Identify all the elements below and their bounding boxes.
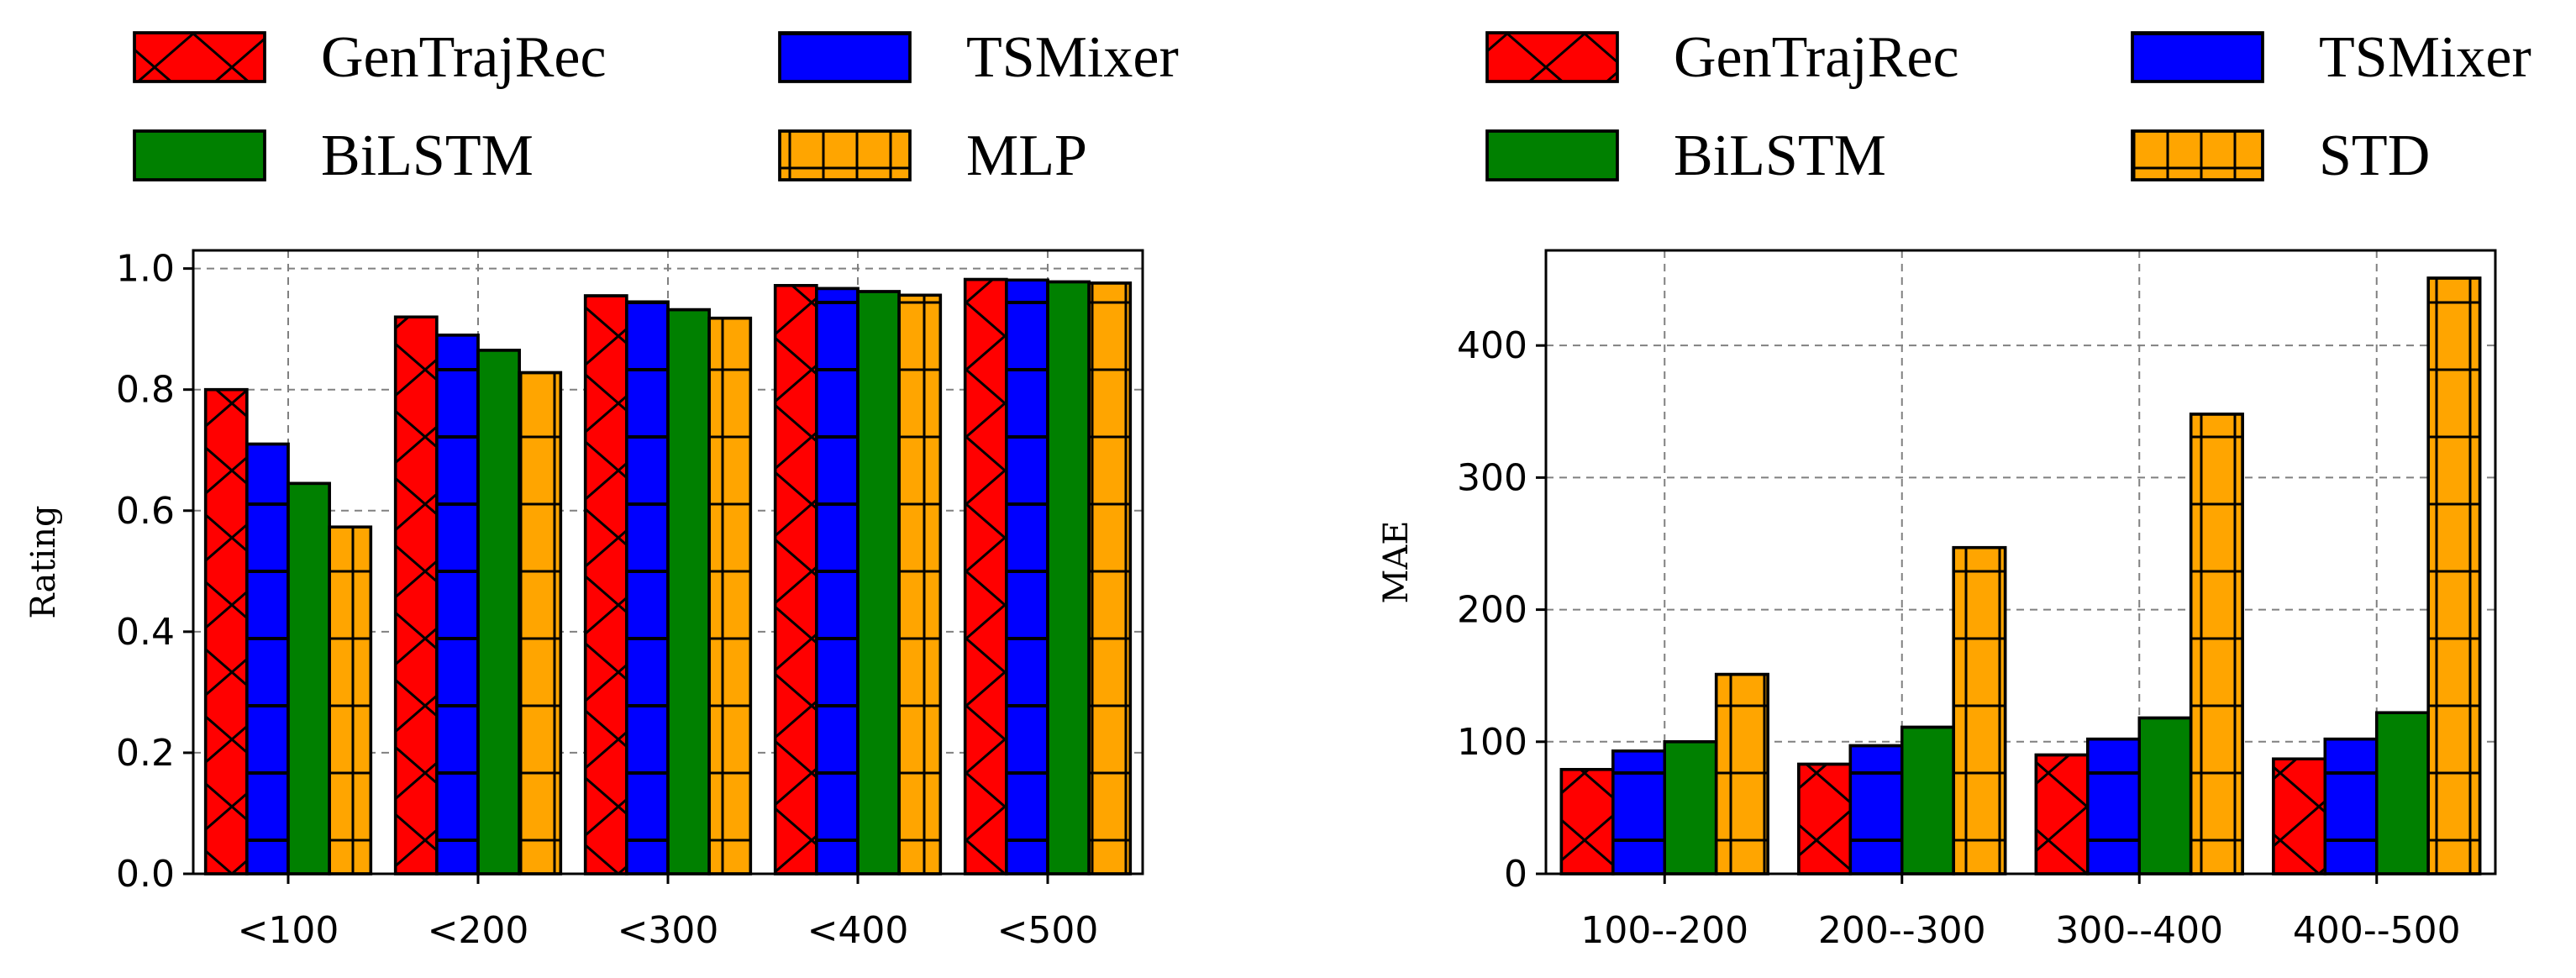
y-axis-label: Rating	[24, 505, 63, 618]
legend-swatch-bilstm	[1485, 129, 1619, 181]
chart-2: 0 100 200 300 400 100--200 200--300 300--400 400…	[1377, 25, 2531, 952]
bar-hatch	[1611, 749, 1667, 875]
y-tick-label: 400	[1457, 324, 1527, 367]
legend-swatch-hatch	[133, 31, 266, 83]
bar-hatch	[1952, 545, 2007, 875]
legend: GenTrajRec TSMixer BiLSTM MLP	[133, 25, 1179, 188]
x-tick-label: <500	[997, 909, 1099, 952]
x-tick-label: 400--500	[2293, 909, 2461, 952]
bar-bilstm-4	[856, 290, 901, 875]
y-tick-label: 0.4	[116, 611, 175, 654]
x-tick-label: <200	[428, 909, 529, 952]
bar-hatch	[1005, 278, 1049, 875]
y-tick-label: 1.0	[116, 248, 175, 291]
legend-label-bilstm: BiLSTM	[1674, 124, 1886, 188]
x-tick-label: 100--200	[1580, 909, 1748, 952]
legend-swatch-hatch	[1485, 129, 1619, 181]
legend-swatch-hatch	[778, 31, 912, 83]
y-tick-label: 300	[1457, 456, 1527, 499]
legend-label-std: STD	[2319, 124, 2430, 188]
legend-label-tsmixer: TSMixer	[966, 25, 1179, 90]
bar-bilstm-2	[1900, 725, 1955, 875]
bar-hatch	[2034, 753, 2090, 875]
bar-hatch	[2086, 737, 2141, 875]
bar-hatch	[203, 387, 249, 875]
bar-hatch	[328, 525, 373, 875]
bar-hatch	[625, 300, 670, 875]
bar-hatch	[245, 442, 290, 875]
x-tick-label: 200--300	[1818, 909, 1986, 952]
x-tick-label: 300--400	[2055, 909, 2223, 952]
legend-label-mlp: MLP	[966, 124, 1087, 188]
bar-hatch	[2189, 413, 2244, 875]
y-tick-label: 0.0	[116, 853, 175, 896]
bar-hatch	[773, 284, 818, 875]
plot-frame	[1544, 249, 2497, 875]
bar-hatch	[897, 293, 943, 875]
legend-label-tsmixer: TSMixer	[2319, 25, 2531, 90]
y-axis-label: MAE	[1377, 520, 1416, 603]
legend-label-gentrajrec: GenTrajRec	[321, 25, 607, 90]
bar-hatch	[963, 277, 1008, 875]
x-tick-label: <300	[618, 909, 719, 952]
bar-hatch	[1848, 744, 1904, 875]
bar-hatch	[1559, 768, 1615, 875]
bar-bilstm-3	[2137, 716, 2193, 875]
legend-swatch-bilstm	[133, 129, 266, 181]
y-tick-label: 0	[1504, 853, 1527, 896]
legend-swatch-hatch	[1485, 31, 1619, 83]
x-tick-label: <100	[238, 909, 339, 952]
bar-hatch	[1797, 762, 1853, 875]
bar-bilstm-4	[2375, 711, 2430, 875]
bar-bilstm-2	[476, 349, 521, 875]
bar-hatch	[518, 371, 563, 875]
y-tick-label: 100	[1457, 721, 1527, 764]
bar-hatch	[815, 287, 860, 875]
legend-swatch-hatch	[2131, 129, 2264, 181]
bar-hatch	[1714, 672, 1769, 875]
bar-bilstm-5	[1046, 280, 1091, 875]
legend-swatch-hatch	[778, 129, 912, 181]
bar-hatch	[1087, 281, 1133, 875]
bar-hatch	[2272, 757, 2327, 875]
legend-label-bilstm: BiLSTM	[321, 124, 534, 188]
bar-hatch	[707, 316, 753, 875]
legend: GenTrajRec TSMixer BiLSTM STD	[1485, 25, 2531, 188]
bar-hatch	[583, 294, 628, 875]
bar-bilstm-1	[1663, 740, 1718, 875]
y-tick-label: 200	[1457, 589, 1527, 632]
y-tick-label: 0.2	[116, 732, 175, 775]
x-tick-label: <400	[807, 909, 909, 952]
bar-hatch	[2323, 737, 2379, 875]
y-tick-label: 0.8	[116, 369, 175, 412]
bar-hatch	[2426, 276, 2482, 875]
y-tick-label: 0.6	[116, 490, 175, 533]
bar-bilstm-3	[666, 308, 711, 875]
legend-swatch-hatch	[133, 129, 266, 181]
legend-label-gentrajrec: GenTrajRec	[1674, 25, 1959, 90]
bar-hatch	[393, 315, 439, 875]
bar-hatch	[435, 334, 480, 875]
chart-1: 0.0 0.2 0.4 0.6 0.8 1.0 <100 <200 <300 <400 <500 Ra…	[24, 25, 1179, 952]
bar-bilstm-1	[287, 481, 331, 875]
legend-swatch-hatch	[2131, 31, 2264, 83]
